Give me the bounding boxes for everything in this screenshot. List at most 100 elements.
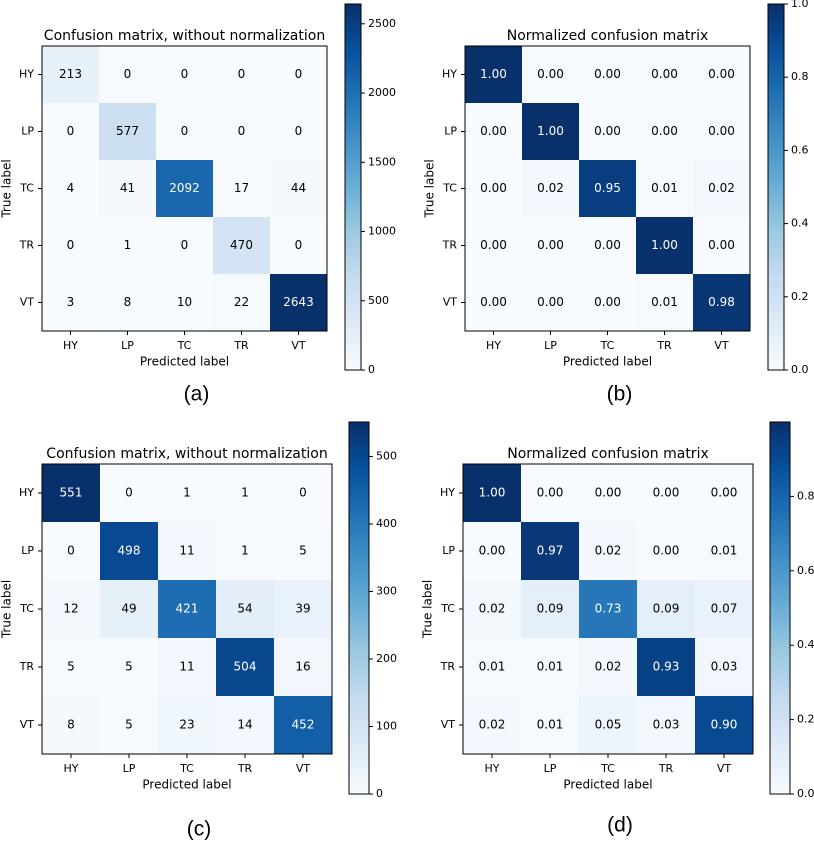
- cell-TC-HY: [42, 160, 100, 218]
- y-tick-label-TR: TR: [19, 239, 35, 252]
- colorbar-tick-label: 1000: [368, 225, 396, 238]
- x-axis-label: Predicted label: [142, 778, 231, 792]
- x-tick-label-LP: LP: [544, 339, 557, 352]
- cell-value-LP-TR: 1: [241, 544, 249, 558]
- cell-value-VT-TR: 0.01: [651, 295, 678, 309]
- cell-value-TC-LP: 49: [121, 602, 136, 616]
- cell-value-VT-HY: 0.02: [479, 718, 506, 732]
- cell-LP-HY: [42, 103, 100, 161]
- cell-VT-VT: [693, 274, 751, 332]
- cell-value-LP-TR: 0: [238, 124, 246, 138]
- x-tick-label-LP: LP: [121, 339, 134, 352]
- colorbar-tick-label: 500: [376, 449, 397, 462]
- cell-value-TR-TR: 470: [230, 238, 253, 252]
- cell-VT-TR: [213, 274, 271, 332]
- cell-value-HY-HY: 1.00: [479, 486, 506, 500]
- cell-TR-TC: [579, 638, 638, 697]
- cell-TC-VT: [693, 160, 751, 218]
- cell-TC-LP: [99, 160, 157, 218]
- cell-TR-LP: [521, 638, 580, 697]
- colorbar-tick-label: 0.0: [791, 363, 809, 376]
- cell-HY-LP: [99, 46, 157, 104]
- cell-value-TC-VT: 0.02: [708, 181, 735, 195]
- panel-b: 1.00 0.00 0.00 0.00 0.000.00 1.00 0.00 0.00 0.00…: [423, 0, 809, 406]
- cell-LP-HY: [463, 522, 522, 581]
- x-tick-label-LP: LP: [544, 762, 557, 775]
- cell-LP-TR: [216, 522, 275, 581]
- chart-title: Normalized confusion matrix: [507, 28, 709, 44]
- cell-TR-VT: [270, 217, 328, 275]
- cell-value-VT-TR: 14: [237, 718, 252, 732]
- cell-value-TC-TR: 0.09: [653, 602, 680, 616]
- x-axis-label: Predicted label: [140, 355, 229, 369]
- cell-HY-TR: [637, 464, 696, 523]
- cell-TR-TR: [637, 638, 696, 697]
- cell-value-VT-HY: 0.00: [480, 295, 507, 309]
- y-axis-label: True label: [0, 580, 14, 639]
- y-tick-label-VT: VT: [20, 718, 35, 731]
- cell-LP-HY: [465, 103, 523, 161]
- cell-TC-TR: [637, 580, 696, 639]
- cell-TR-LP: [100, 638, 159, 697]
- cell-value-LP-TC: 0.02: [595, 544, 622, 558]
- cell-TC-HY: [42, 580, 101, 639]
- cell-VT-TC: [579, 696, 638, 755]
- cell-TR-HY: [42, 217, 100, 275]
- y-axis-label: True label: [0, 159, 14, 218]
- cell-value-VT-TC: 10: [177, 295, 192, 309]
- colorbar-tick-label: 0.8: [797, 489, 814, 502]
- cell-value-VT-VT: 0.90: [711, 718, 738, 732]
- y-tick-label-TR: TR: [440, 660, 456, 673]
- cell-value-TC-TC: 0.95: [594, 181, 621, 195]
- cell-value-TC-TC: 2092: [169, 181, 200, 195]
- cell-value-TR-LP: 0.01: [537, 660, 564, 674]
- cell-VT-LP: [522, 274, 580, 332]
- panel-c: 551 0 1 1 00 498 11 1 512 49 421 54 395 5 11 504 168 5 23 1…: [0, 421, 397, 841]
- cell-value-LP-TC: 11: [179, 544, 194, 558]
- x-tick-label-TR: TR: [656, 339, 672, 352]
- y-tick-label-VT: VT: [20, 296, 35, 309]
- cell-value-LP-LP: 577: [116, 124, 139, 138]
- x-tick-label-HY: HY: [486, 339, 501, 352]
- cell-value-TC-LP: 0.09: [537, 602, 564, 616]
- cell-HY-TC: [579, 46, 637, 104]
- colorbar-tick-label: 0.0: [797, 787, 814, 800]
- cell-value-LP-TR: 0.00: [651, 124, 678, 138]
- cell-TC-LP: [521, 580, 580, 639]
- cell-HY-TC: [579, 464, 638, 523]
- cell-value-HY-TR: 0: [238, 67, 246, 81]
- panel-caption: (a): [184, 383, 210, 406]
- panel-d: 1.00 0.00 0.00 0.00 0.00 0.00 0.97 0.02 0.00 0.01…: [421, 421, 814, 837]
- x-tick-label-HY: HY: [485, 762, 500, 775]
- colorbar: [767, 3, 785, 371]
- cell-value-LP-HY: 0.00: [479, 544, 506, 558]
- cell-TC-LP: [522, 160, 580, 218]
- x-tick-label-VT: VT: [296, 762, 311, 775]
- cell-TC-VT: [270, 160, 328, 218]
- cell-value-LP-TR: 0.00: [653, 544, 680, 558]
- cell-HY-LP: [522, 46, 580, 104]
- colorbar-tick-label: 0.6: [791, 143, 809, 156]
- cell-value-HY-LP: 0.00: [537, 486, 564, 500]
- cell-value-TR-TR: 0.93: [653, 660, 680, 674]
- cell-TC-VT: [274, 580, 333, 639]
- cell-value-TR-TC: 0.00: [594, 238, 621, 252]
- colorbar-tick-label: 0: [368, 363, 375, 376]
- cell-TC-TC: [158, 580, 217, 639]
- cell-LP-HY: [42, 522, 101, 581]
- cell-TR-TR: [636, 217, 694, 275]
- cell-HY-VT: [274, 464, 333, 523]
- cell-HY-TR: [213, 46, 271, 104]
- cell-value-TC-VT: 39: [295, 602, 310, 616]
- y-tick-label-LP: LP: [442, 544, 455, 557]
- cell-value-HY-HY: 1.00: [480, 67, 507, 81]
- cell-value-VT-TC: 0.00: [594, 295, 621, 309]
- cell-value-TR-TR: 1.00: [651, 238, 678, 252]
- colorbar-tick-label: 400: [376, 517, 397, 530]
- x-tick-label-TC: TC: [179, 762, 194, 775]
- cell-value-HY-LP: 0: [125, 486, 133, 500]
- colorbar-tick-label: 0.6: [797, 564, 814, 577]
- cell-value-VT-LP: 0.00: [537, 295, 564, 309]
- cell-value-TR-VT: 16: [295, 660, 310, 674]
